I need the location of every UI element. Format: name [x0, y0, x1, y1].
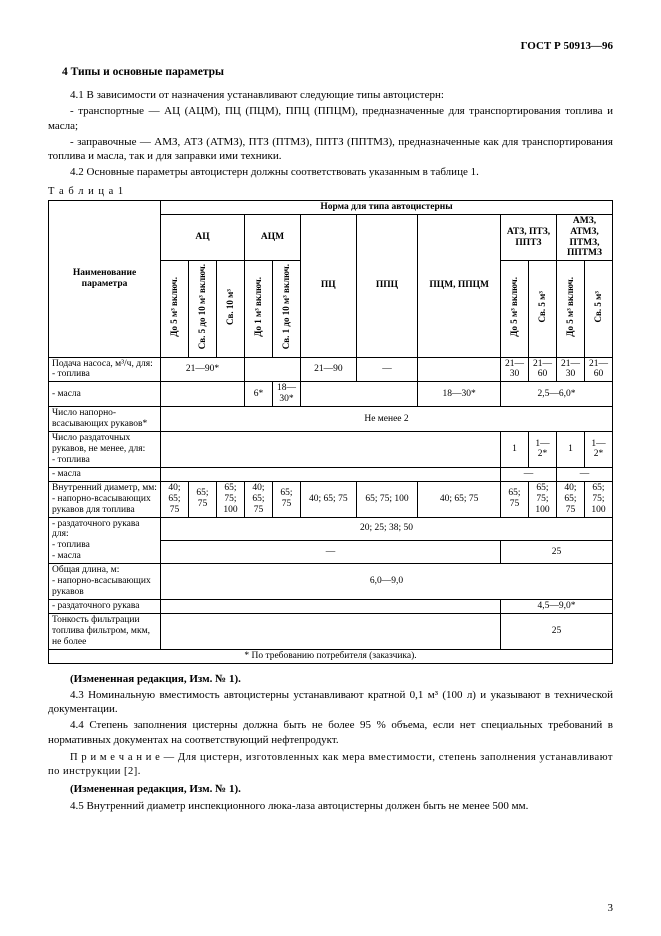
cell: [161, 467, 501, 481]
page: ГОСТ Р 50913—96 4 Типы и основные параме…: [0, 0, 661, 936]
cell: 25: [501, 540, 613, 563]
cell: 21—60: [529, 357, 557, 382]
cell: 18—30*: [418, 382, 501, 407]
page-number: 3: [608, 902, 614, 914]
cell: 40; 65; 75: [557, 481, 585, 517]
cell: 6*: [245, 382, 273, 407]
cell: [161, 382, 245, 407]
cell: —: [501, 467, 557, 481]
cell: [245, 357, 301, 382]
cell: 65; 75: [501, 481, 529, 517]
cell: 65; 75; 100: [529, 481, 557, 517]
row-disp-count: Число раздаточных рукавов, не менее, для…: [49, 432, 161, 468]
para-4-1a: - транспортные — АЦ (АЦМ), ПЦ (ПЦМ), ППЦ…: [48, 104, 613, 133]
cell: 21—90: [301, 357, 357, 382]
izm-1a: (Измененная редакция, Изм. № 1).: [48, 672, 613, 686]
cell: 40; 65; 75: [301, 481, 357, 517]
th-sv1-10: Св. 1 до 10 м³ включ.: [281, 262, 291, 351]
cell: 6,0—9,0: [161, 564, 613, 600]
cell: 2,5—6,0*: [501, 382, 613, 407]
cell: 65; 75: [273, 481, 301, 517]
th-do5-3: До 5 м³ включ.: [565, 275, 575, 339]
para-4-1b: - заправочные — АМЗ, АТЗ (АТМЗ), ПТЗ (ПТ…: [48, 135, 613, 164]
cell: 40; 65; 75: [161, 481, 189, 517]
th-sv5-2: Св. 5 м³: [593, 289, 603, 324]
cell: 21—90*: [161, 357, 245, 382]
cell: [161, 599, 501, 613]
row-disp-oil: - масла: [49, 467, 161, 481]
cell: 65; 75; 100: [217, 481, 245, 517]
cell: 65; 75; 100: [356, 481, 418, 517]
cell: 1—2*: [529, 432, 557, 468]
section-title: 4 Типы и основные параметры: [62, 66, 613, 78]
row-disp-diam: - раздаточного рукава для: - топлива - м…: [49, 517, 161, 564]
th-pc: ПЦ: [301, 214, 357, 357]
para-4-2: 4.2 Основные параметры автоцистерн должн…: [48, 165, 613, 179]
para-4-1: 4.1 В зависимости от назначения устанавл…: [48, 88, 613, 102]
para-4-5: 4.5 Внутренний диаметр инспекционного лю…: [48, 799, 613, 813]
table-label: Т а б л и ц а 1: [48, 186, 613, 197]
th-pcm: ПЦМ, ППЦМ: [418, 214, 501, 357]
row-pump-oil: - масла: [49, 382, 161, 407]
th-ppc: ППЦ: [356, 214, 418, 357]
cell: 1: [557, 432, 585, 468]
cell: 21—30: [557, 357, 585, 382]
cell: —: [557, 467, 613, 481]
cell: 1—2*: [585, 432, 613, 468]
para-4-3: 4.3 Номинальную вместимость автоцистерны…: [48, 688, 613, 717]
th-sv5-1: Св. 5 м³: [537, 289, 547, 324]
document-id: ГОСТ Р 50913—96: [48, 40, 613, 52]
cell: 40; 65; 75: [418, 481, 501, 517]
cell: —: [356, 357, 418, 382]
table-1: Наименование параметра Норма для типа ав…: [48, 200, 613, 664]
table-footnote: * По требованию потребителя (заказчика).: [49, 649, 613, 663]
cell: 1: [501, 432, 529, 468]
cell: [418, 357, 501, 382]
cell: 25: [501, 613, 613, 649]
th-sv10: Св. 10 м³: [225, 287, 235, 327]
cell: Не менее 2: [161, 407, 613, 432]
row-suct-count: Число напорно-всасывающих рукавов*: [49, 407, 161, 432]
th-param: Наименование параметра: [49, 200, 161, 357]
cell: 21—30: [501, 357, 529, 382]
row-filt: Тонкость фильтрации топлива фильтром, мк…: [49, 613, 161, 649]
th-atz: АТЗ, ПТЗ, ППТЗ: [501, 214, 557, 261]
th-sv5-10: Св. 5 до 10 м³ включ.: [197, 262, 207, 351]
th-norm: Норма для типа автоцистерны: [161, 200, 613, 214]
th-amz: АМЗ, АТМЗ, ПТМЗ, ППТМЗ: [557, 214, 613, 261]
th-do5-1: До 5 м³ включ.: [169, 275, 179, 339]
cell: 65; 75; 100: [585, 481, 613, 517]
cell: 65; 75: [189, 481, 217, 517]
cell: [161, 613, 501, 649]
th-do5-2: До 5 м³ включ.: [509, 275, 519, 339]
cell: [161, 432, 501, 468]
note: П р и м е ч а н и е — Для цистерн, изгот…: [48, 751, 613, 778]
row-diam: Внутренний диаметр, мм: - напорно-всасыв…: [49, 481, 161, 517]
th-ac: АЦ: [161, 214, 245, 261]
th-acm: АЦМ: [245, 214, 301, 261]
para-4-4: 4.4 Степень заполнения цистерны должна б…: [48, 718, 613, 747]
th-do1: До 1 м³ включ.: [253, 275, 263, 339]
row-len: Общая длина, м: - напорно-всасывающих ру…: [49, 564, 161, 600]
row-len-disp: - раздаточного рукава: [49, 599, 161, 613]
cell: 21—60: [585, 357, 613, 382]
row-pump: Подача насоса, м³/ч, для: - топлива: [49, 357, 161, 382]
izm-1b: (Измененная редакция, Изм. № 1).: [48, 782, 613, 796]
cell: —: [161, 540, 501, 563]
cell: 18—30*: [273, 382, 301, 407]
cell: 4,5—9,0*: [501, 599, 613, 613]
cell: 20; 25; 38; 50: [161, 517, 613, 540]
cell: 40; 65; 75: [245, 481, 273, 517]
cell: [301, 382, 418, 407]
